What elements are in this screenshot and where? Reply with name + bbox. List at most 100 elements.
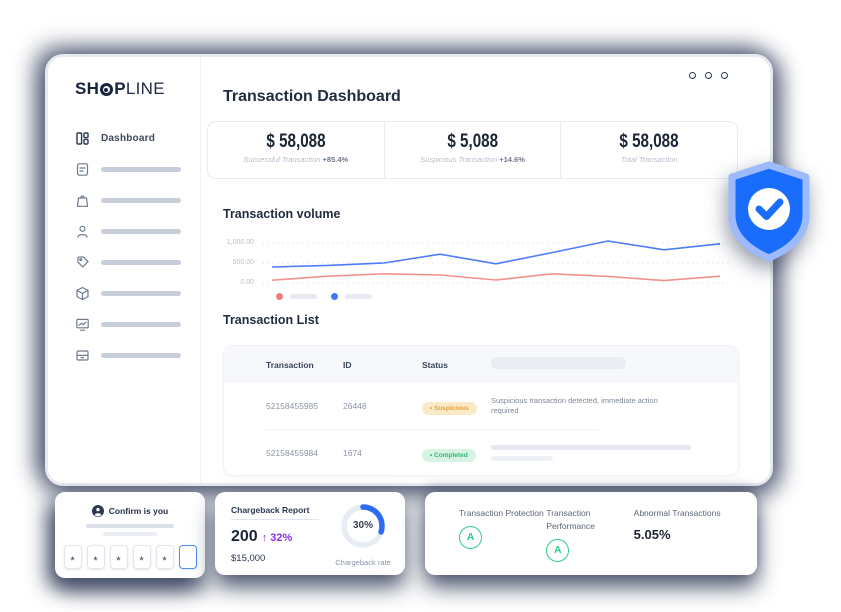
stats-summary-card: $ 58,088 Successful Transaction +85.4% $… <box>207 121 738 179</box>
logo-o-icon <box>100 82 114 96</box>
page-title: Transaction Dashboard <box>223 88 401 105</box>
stat-value: $ 58,088 <box>266 131 326 152</box>
chargeback-amount: $15,000 <box>231 553 266 564</box>
sidebar-placeholder-bar <box>101 198 181 203</box>
otp-digit-input[interactable]: * <box>109 545 128 569</box>
protection-shield-badge <box>722 160 816 264</box>
transaction-scores-card: Transaction Protection A Transaction Per… <box>425 492 757 575</box>
otp-card-title: Confirm is you <box>108 506 169 516</box>
sidebar-item-placeholder[interactable] <box>75 340 200 371</box>
chargeback-donut-arc <box>341 504 385 548</box>
score-performance: Transaction Performance A <box>546 507 633 575</box>
drawer-icon <box>76 350 89 361</box>
column-header-placeholder <box>491 356 626 369</box>
score-label: Abnormal Transactions <box>633 508 721 518</box>
sidebar-item-placeholder[interactable] <box>75 154 200 185</box>
sidebar-item-placeholder[interactable] <box>75 216 200 247</box>
stat-suspicious: $ 5,088 Suspicious Transaction +14.6% <box>383 122 561 178</box>
cell-id: 26448 <box>343 401 367 411</box>
cell-id: 1674 <box>343 448 362 458</box>
chargeback-title: Chargeback Report <box>231 505 310 515</box>
sidebar-item-placeholder[interactable] <box>75 247 200 278</box>
chargeback-count: 200 <box>231 528 258 545</box>
shopping-bag-icon <box>76 195 89 207</box>
sidebar-placeholder-bar <box>101 291 181 296</box>
legend-red-dot <box>276 293 283 300</box>
sidebar-placeholder-bar <box>101 353 181 358</box>
table-header: Transaction ID Status <box>224 346 738 383</box>
stat-subtitle: Successful Transaction +85.4% <box>243 155 349 164</box>
chart-legend <box>276 293 379 300</box>
sidebar-item-dashboard[interactable]: Dashboard <box>75 123 200 154</box>
otp-digit-input-focused[interactable] <box>178 545 197 569</box>
user-icon <box>77 225 88 238</box>
tag-icon <box>77 256 89 268</box>
sidebar-item-placeholder[interactable] <box>75 278 200 309</box>
chargeback-report-card: Chargeback Report 200 ↑ 32% $15,000 30% … <box>215 492 405 575</box>
user-avatar-icon <box>91 505 104 517</box>
chart-y-axis: 1,000.00 500.00 0.00 <box>208 229 258 291</box>
chargeback-donut-chart <box>341 504 385 548</box>
chargeback-rate-value: 30% <box>352 520 373 531</box>
otp-digit-input[interactable]: * <box>86 545 105 569</box>
otp-digit-input[interactable]: * <box>63 545 82 569</box>
sidebar-item-placeholder[interactable] <box>75 185 200 216</box>
row-divider <box>266 429 598 430</box>
abnormal-percentage: 5.05% <box>633 527 671 543</box>
logo-text: SH <box>75 79 100 98</box>
stat-value: $ 5,088 <box>447 131 498 152</box>
sidebar-placeholder-bar <box>101 167 181 172</box>
cell-note: Suspicious transaction detected, immedia… <box>491 395 658 416</box>
chargeback-delta: ↑ 32% <box>261 532 293 544</box>
grade-a-badge: A <box>459 526 482 550</box>
y-tick: 1,000.00 <box>226 239 254 246</box>
stat-total: $ 58,088 Total Transaction <box>560 122 737 178</box>
app-window: SH P LINE Dashboard <box>45 54 773 486</box>
volume-chart-svg <box>262 240 730 284</box>
otp-digit-input[interactable]: * <box>155 545 174 569</box>
window-dot-icon[interactable] <box>721 72 728 79</box>
shopline-logo: SH P LINE <box>75 79 165 98</box>
column-header-id: ID <box>343 359 352 370</box>
stat-successful: $ 58,088 Successful Transaction +85.4% <box>208 122 384 178</box>
confirm-identity-card: Confirm is you * * * * * <box>55 492 205 578</box>
score-abnormal: Abnormal Transactions 5.05% <box>634 507 721 575</box>
table-row[interactable]: 52158455985 26448 • Suspicious Suspiciou… <box>224 383 738 429</box>
divider <box>231 519 319 520</box>
legend-blue-dot <box>331 293 338 300</box>
sidebar-item-placeholder[interactable] <box>75 309 200 340</box>
window-controls <box>689 72 728 79</box>
table-row[interactable]: 52158455984 1674 • Completed <box>224 430 738 475</box>
text-placeholder-bar <box>86 524 174 528</box>
score-protection: Transaction Protection A <box>459 507 546 575</box>
score-label: Transaction Performance <box>546 508 595 532</box>
status-badge-completed: • Completed <box>422 449 476 462</box>
transaction-table: Transaction ID Status 52158455985 26448 … <box>223 345 739 476</box>
grade-a-badge: A <box>546 539 570 563</box>
cell-transaction: 52158455985 <box>266 401 319 411</box>
window-dot-icon[interactable] <box>705 72 712 79</box>
status-badge-suspicious: • Suspicious <box>422 402 477 415</box>
window-dot-icon[interactable] <box>689 72 696 79</box>
sidebar-placeholder-bar <box>101 229 181 234</box>
stat-subtitle: Total Transaction <box>620 155 678 164</box>
legend-label-placeholder <box>290 294 317 299</box>
shield-check-icon <box>728 161 810 262</box>
dashboard-icon <box>76 132 89 145</box>
transaction-volume-chart: 1,000.00 500.00 0.00 <box>208 229 736 303</box>
cell-transaction: 52158455984 <box>266 448 319 458</box>
otp-digit-input[interactable]: * <box>132 545 151 569</box>
text-placeholder-bar <box>103 532 157 536</box>
y-tick: 0.00 <box>240 279 254 286</box>
legend-label-placeholder <box>345 294 372 299</box>
sidebar: SH P LINE Dashboard <box>48 57 201 483</box>
column-header-transaction: Transaction <box>266 359 314 370</box>
chart-title: Transaction volume <box>223 207 341 221</box>
document-icon <box>76 163 89 176</box>
table-title: Transaction List <box>223 313 319 327</box>
sidebar-item-label: Dashboard <box>101 133 156 144</box>
stat-value: $ 58,088 <box>619 131 679 152</box>
cell-note-placeholder <box>491 445 738 461</box>
chargeback-rate-label: Chargeback rate <box>335 558 391 567</box>
